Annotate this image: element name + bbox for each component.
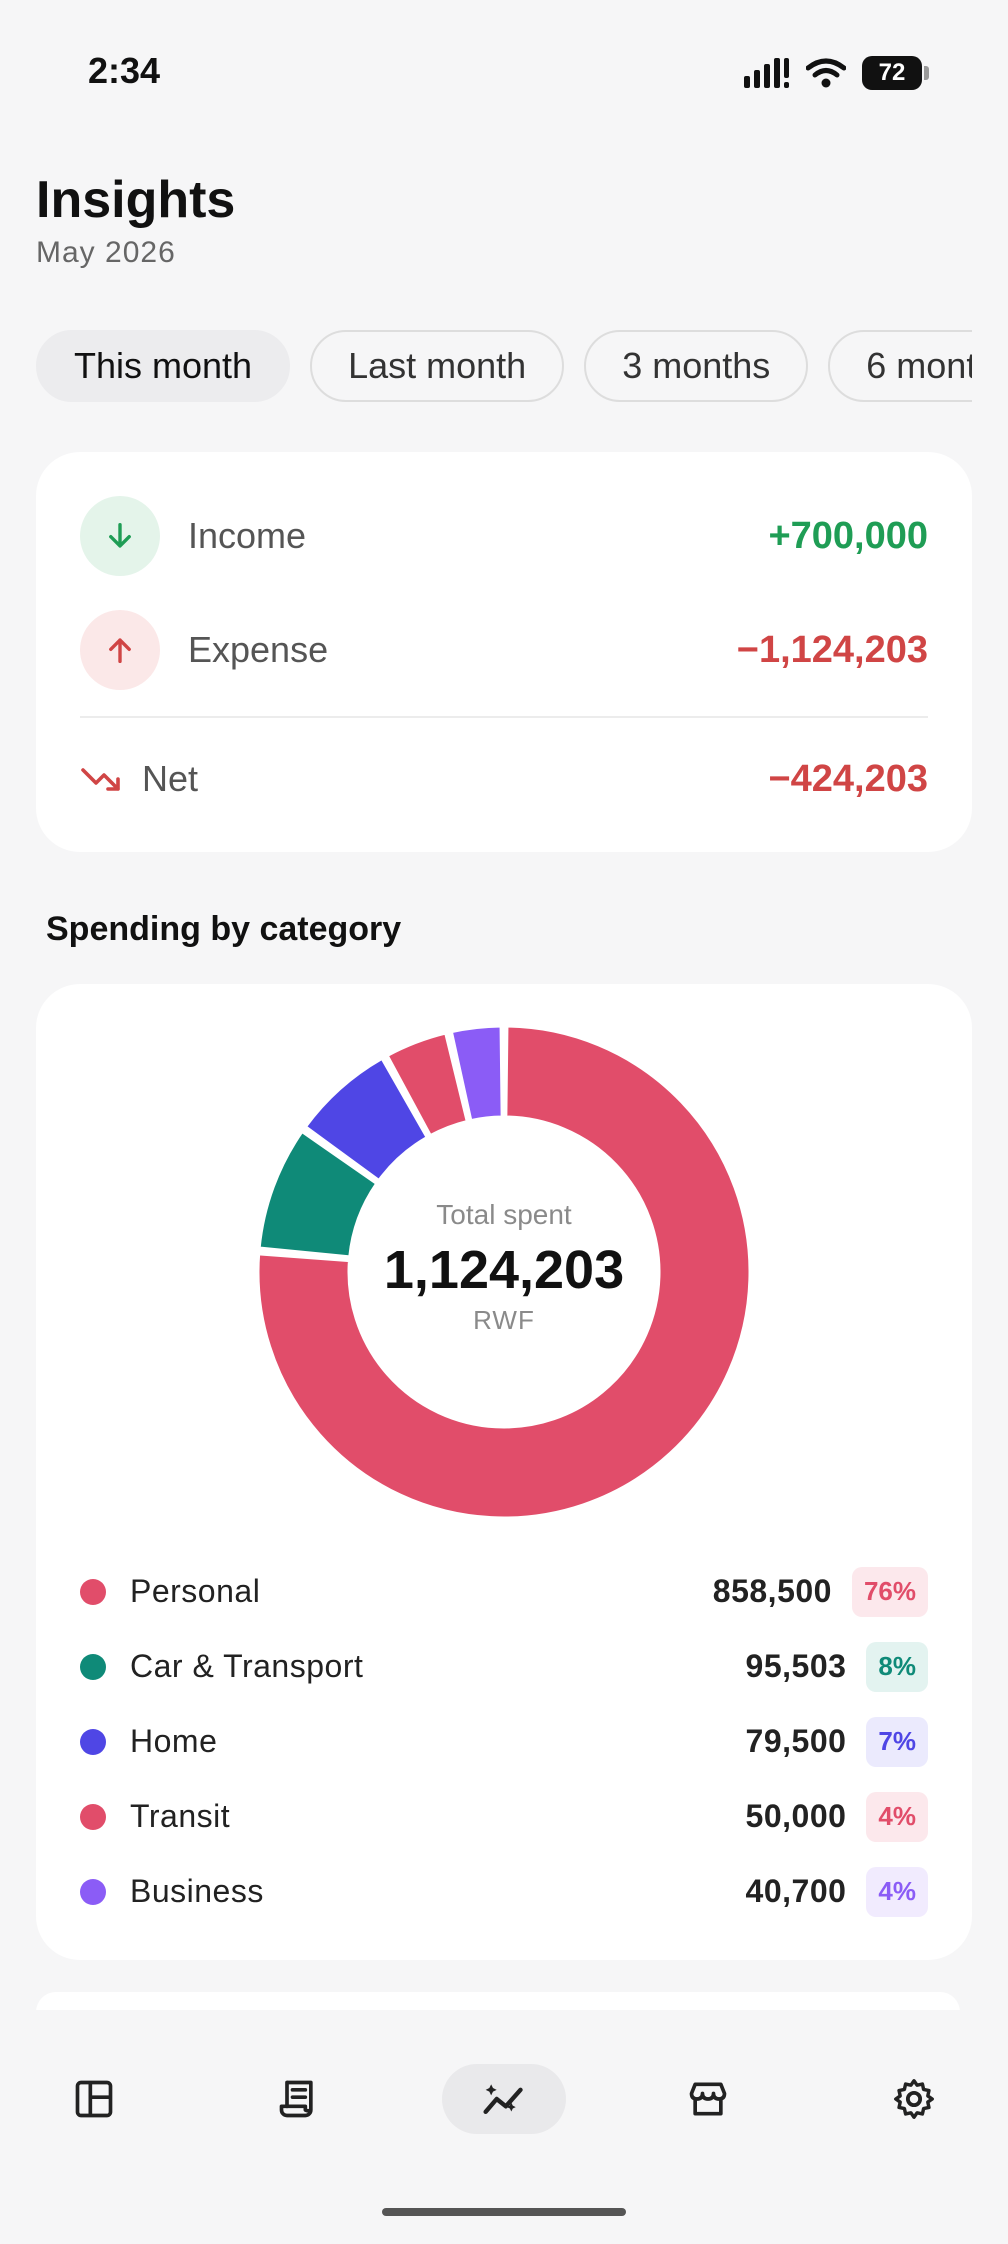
gear-icon (894, 2079, 934, 2119)
legend-percent: 8% (866, 1641, 928, 1692)
legend-item-transit[interactable]: Transit 50,000 4% (80, 1779, 928, 1854)
legend-percent: 7% (866, 1716, 928, 1767)
store-icon (689, 2082, 727, 2116)
income-row: Income +700,000 (80, 496, 928, 576)
status-icons: 72 (744, 56, 929, 90)
signal-icon (744, 58, 789, 88)
net-value: −424,203 (768, 757, 928, 800)
net-label: Net (142, 758, 199, 799)
legend-dot (80, 1653, 106, 1680)
legend-name: Transit (130, 1798, 231, 1834)
legend-name: Personal (130, 1573, 261, 1609)
chip-last-month[interactable]: Last month (310, 330, 565, 402)
dashboard-icon (75, 2080, 113, 2118)
legend-dot (80, 1803, 106, 1830)
section-title-spending: Spending by category (46, 910, 402, 948)
legend-amount: 79,500 (745, 1723, 847, 1759)
expense-row: Expense −1,124,203 (80, 610, 928, 690)
receipt-icon (279, 2080, 313, 2118)
category-legend: Personal 858,500 76% Car & Transport 95,… (80, 1554, 928, 1929)
expense-label: Expense (188, 629, 329, 670)
insights-icon (483, 2084, 523, 2115)
legend-dot (80, 1728, 106, 1755)
legend-item-business[interactable]: Business 40,700 4% (80, 1854, 928, 1929)
expense-icon (80, 610, 160, 690)
nav-insights[interactable] (442, 2064, 566, 2134)
legend-item-car-transport[interactable]: Car & Transport 95,503 8% (80, 1629, 928, 1704)
expense-value: −1,124,203 (736, 628, 928, 671)
nav-store[interactable] (646, 2064, 770, 2134)
chip-this-month[interactable]: This month (36, 330, 291, 402)
bottom-navigation (0, 2010, 1008, 2244)
legend-name: Car & Transport (130, 1648, 364, 1684)
page-title: Insights (36, 171, 236, 229)
legend-dot (80, 1878, 106, 1905)
legend-dot (80, 1578, 106, 1605)
income-label: Income (188, 515, 307, 556)
legend-amount: 40,700 (745, 1873, 847, 1909)
nav-settings[interactable] (852, 2064, 976, 2134)
total-spent-value: 1,124,203 (383, 1239, 625, 1300)
legend-item-home[interactable]: Home 79,500 7% (80, 1704, 928, 1779)
status-bar: 2:34 72 (0, 0, 1008, 140)
summary-divider (80, 716, 928, 718)
chip-6-months[interactable]: 6 months (828, 330, 972, 402)
donut-slice-business[interactable] (449, 1024, 504, 1123)
nav-transactions[interactable] (236, 2064, 360, 2134)
legend-amount: 50,000 (745, 1798, 847, 1834)
next-card-peek (36, 1992, 960, 2012)
legend-name: Business (130, 1873, 264, 1909)
donut-slice-personal[interactable] (256, 1024, 752, 1520)
legend-amount: 858,500 (712, 1573, 832, 1609)
donut-slice-car-transport[interactable] (257, 1129, 379, 1259)
income-value: +700,000 (768, 514, 928, 557)
legend-name: Home (130, 1723, 218, 1759)
donut-slice-transit[interactable] (385, 1031, 470, 1138)
chip-3-months[interactable]: 3 months (584, 330, 809, 402)
donut-slice-home[interactable] (303, 1056, 430, 1183)
spending-donut-chart (256, 1024, 752, 1520)
legend-percent: 4% (866, 1791, 928, 1842)
home-indicator (382, 2208, 626, 2216)
income-icon (80, 496, 160, 576)
donut-center: Total spent 1,124,203 RWF (256, 1024, 752, 1520)
legend-amount: 95,503 (745, 1648, 847, 1684)
page-subtitle: May 2026 (36, 236, 176, 269)
period-filter-chips: This month Last month 3 months 6 months (36, 330, 972, 402)
legend-percent: 4% (866, 1866, 928, 1917)
currency-label: RWF (473, 1304, 535, 1335)
nav-dashboard[interactable] (32, 2064, 156, 2134)
legend-percent: 76% (851, 1566, 928, 1617)
trending-down-icon (81, 768, 120, 791)
wifi-icon (806, 58, 846, 88)
legend-item-personal[interactable]: Personal 858,500 76% (80, 1554, 928, 1629)
status-time: 2:34 (88, 50, 161, 91)
total-spent-label: Total spent (436, 1198, 572, 1230)
spending-chart-card: Total spent 1,124,203 RWF Personal 858,5… (36, 984, 972, 1960)
battery-indicator: 72 (862, 56, 929, 90)
net-row: Net −424,203 (80, 754, 928, 804)
summary-card: Income +700,000 Expense −1,124,203 Net −… (36, 452, 972, 852)
